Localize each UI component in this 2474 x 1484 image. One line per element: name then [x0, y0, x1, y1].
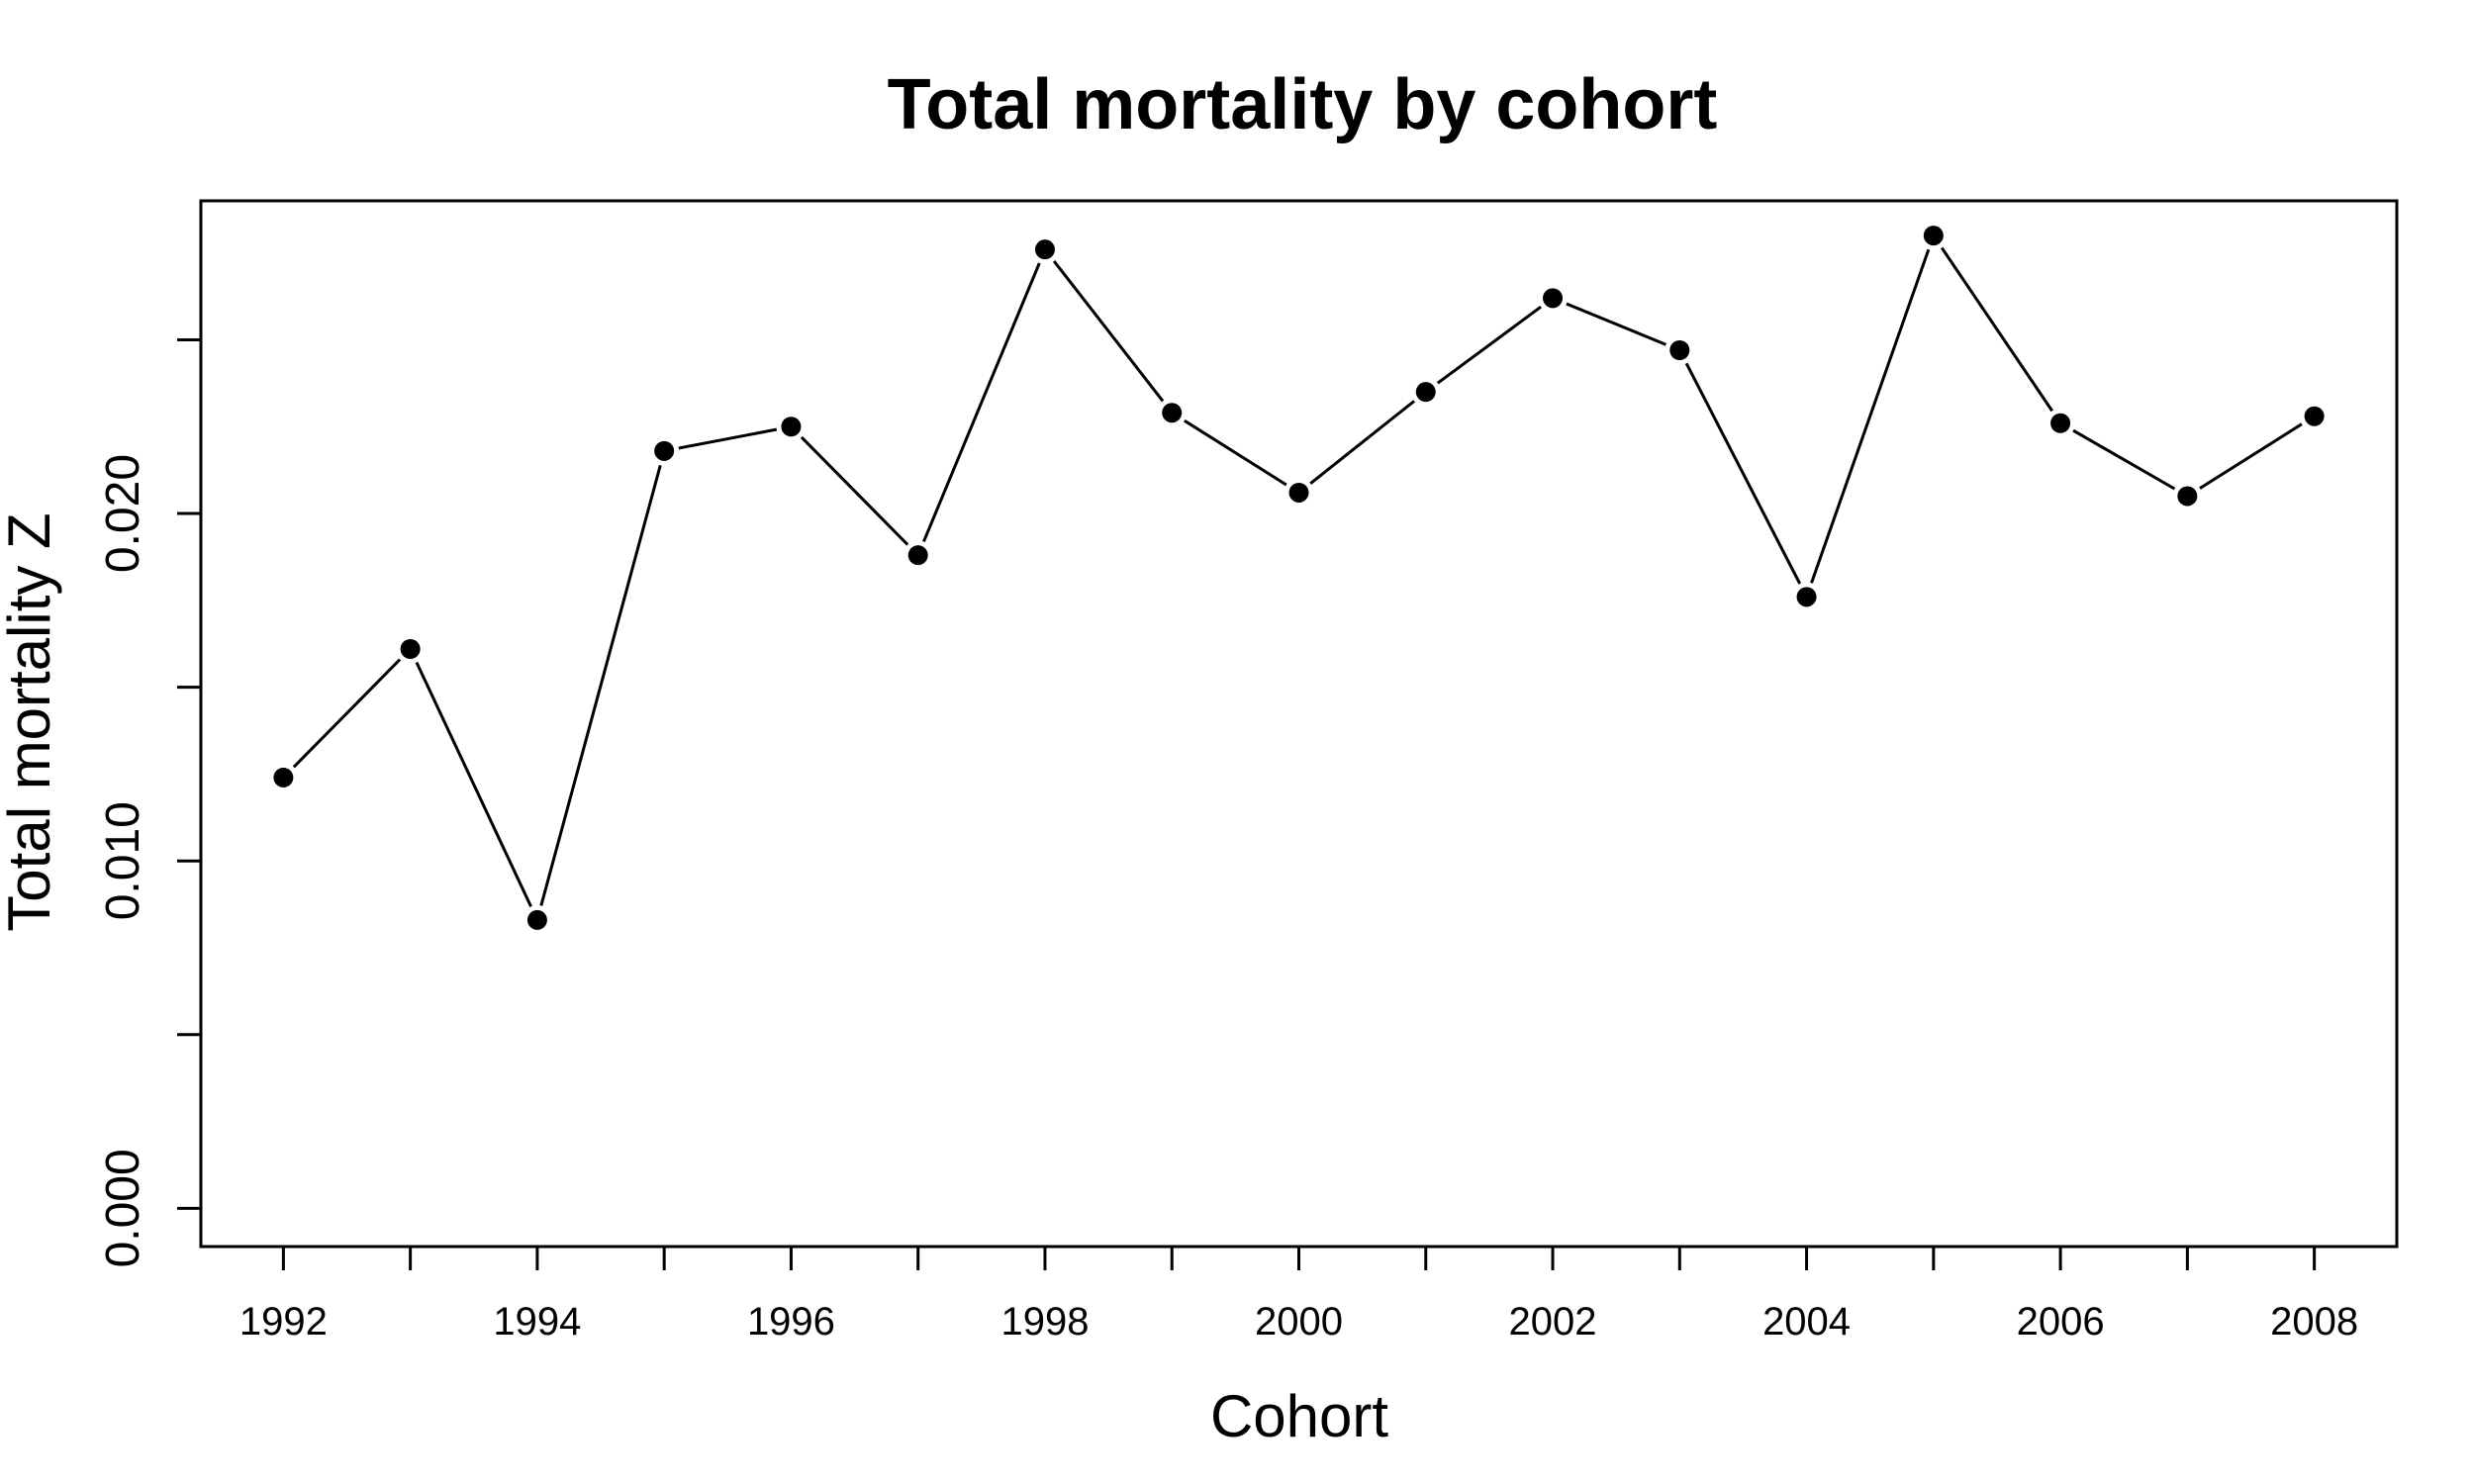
x-tick-label: 2000: [1255, 1300, 1343, 1344]
data-point: [2177, 486, 2198, 507]
data-point: [1415, 382, 1436, 403]
data-point: [1543, 288, 1564, 309]
data-point: [526, 909, 547, 930]
x-tick-label: 1992: [239, 1300, 328, 1344]
x-tick-label: 1996: [747, 1300, 835, 1344]
y-axis: 0.000 0.010 0.020: [97, 337, 203, 1267]
x-axis: 1992 1994 1996 1998 2000 2002 2004 2006 2008: [239, 1245, 2358, 1344]
data-point: [1034, 239, 1055, 260]
data-point: [1162, 403, 1183, 423]
y-tick-label: 0.020: [97, 454, 149, 573]
x-tick-label: 2002: [1509, 1300, 1597, 1344]
x-tick-label: 1998: [1000, 1300, 1089, 1344]
data-point: [1923, 226, 1944, 246]
x-tick-label: 2008: [2270, 1300, 2358, 1344]
series-points: [268, 221, 2330, 935]
data-point: [273, 767, 294, 788]
chart-title: Total mortality by cohort: [888, 65, 1718, 144]
data-point: [1669, 340, 1690, 360]
data-point: [2050, 413, 2071, 433]
data-point: [2304, 406, 2325, 426]
x-tick-label: 2004: [1762, 1300, 1851, 1344]
series-line: [282, 232, 2316, 925]
x-tick-label: 2006: [2017, 1300, 2105, 1344]
y-axis-label: Total mortality Z: [0, 512, 62, 931]
data-point: [1796, 587, 1817, 607]
data-point: [907, 545, 928, 566]
y-tick-label: 0.000: [97, 1149, 149, 1267]
data-point: [654, 440, 675, 461]
data-point: [400, 639, 421, 659]
x-axis-label: Cohort: [1210, 1383, 1388, 1449]
x-tick-label: 1994: [493, 1300, 581, 1344]
plot-frame: [199, 199, 2399, 1249]
y-tick-label: 0.010: [97, 801, 149, 920]
data-point: [1288, 482, 1309, 503]
data-point: [781, 417, 802, 437]
